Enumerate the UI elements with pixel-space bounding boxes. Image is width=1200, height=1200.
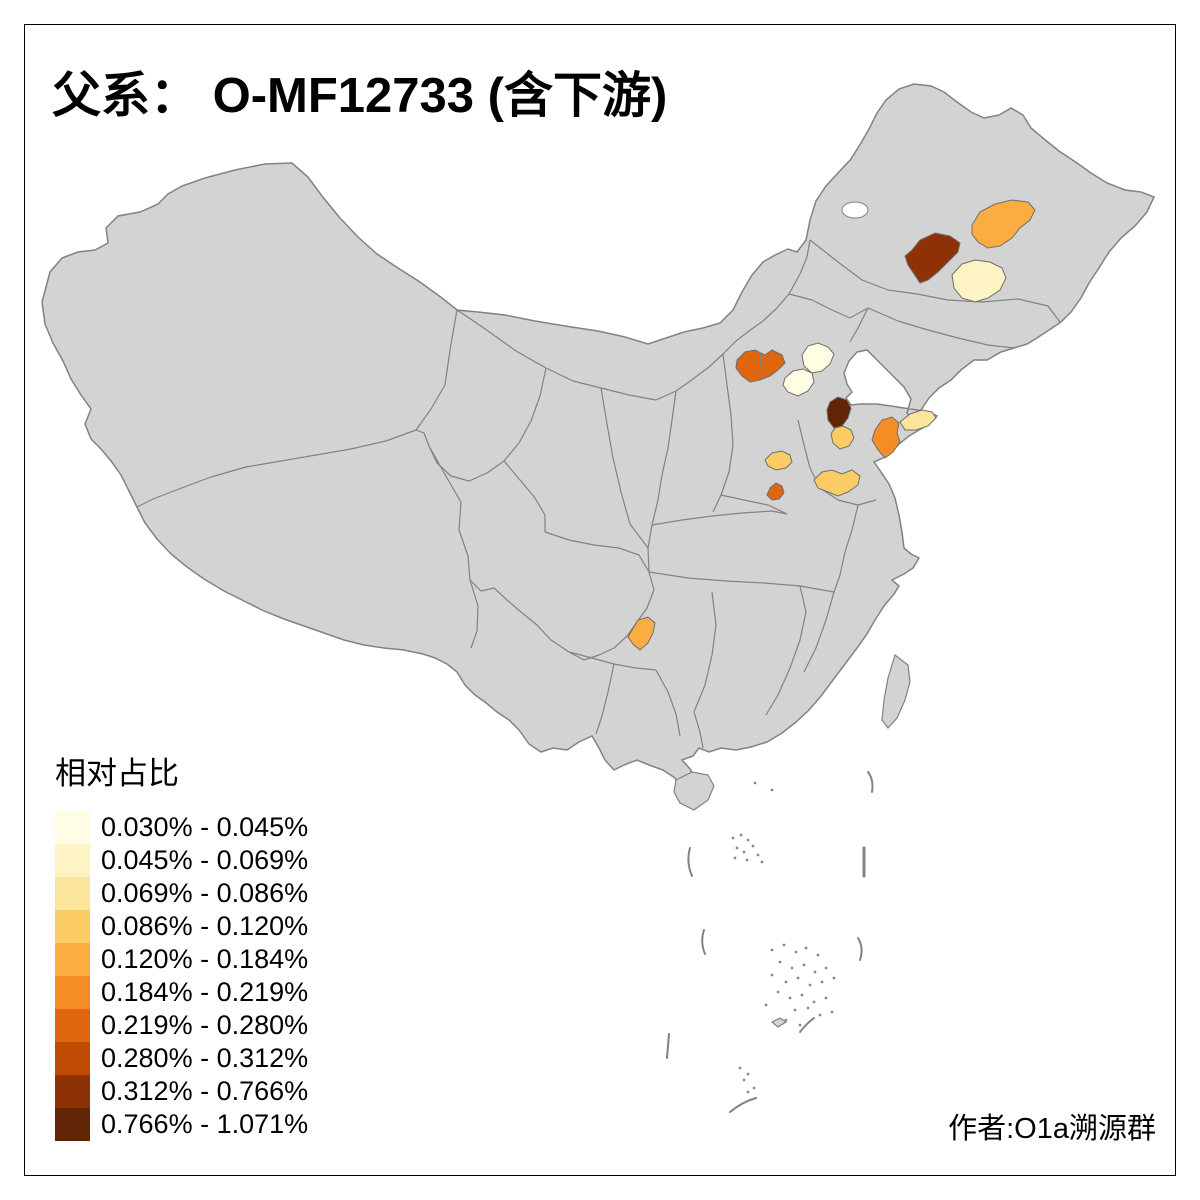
legend-swatch xyxy=(55,1075,90,1108)
south-china-sea-islands xyxy=(731,781,836,1094)
legend-row: 0.280% - 0.312% xyxy=(55,1042,308,1075)
legend-label: 0.184% - 0.219% xyxy=(101,977,309,1007)
hainan-island xyxy=(673,771,715,811)
legend-swatch xyxy=(55,1009,90,1042)
legend-label: 0.120% - 0.184% xyxy=(101,944,309,974)
region-beijing-southwest xyxy=(782,368,815,397)
legend-row: 0.086% - 0.120% xyxy=(55,910,308,943)
region-ne-south-cream xyxy=(951,259,1007,303)
legend-row: 0.184% - 0.219% xyxy=(55,976,308,1009)
region-ne-west-dark xyxy=(904,232,961,284)
region-henan-central xyxy=(766,482,785,501)
region-shandong-west xyxy=(830,425,855,450)
region-south-band xyxy=(813,469,861,497)
region-ne-north-orange xyxy=(971,199,1036,249)
legend-label: 0.086% - 0.120% xyxy=(101,911,309,941)
scs-islet xyxy=(770,1017,788,1028)
legend-row: 0.312% - 0.766% xyxy=(55,1075,308,1108)
legend-label: 0.069% - 0.086% xyxy=(101,878,309,908)
legend-swatch xyxy=(55,943,90,976)
legend-row: 0.219% - 0.280% xyxy=(55,1009,308,1042)
nine-dash-line-segments xyxy=(666,771,874,1113)
region-shandong-east xyxy=(871,416,901,459)
china-mainland-outline xyxy=(41,83,1156,807)
legend-rows: 0.030% - 0.045% 0.045% - 0.069% 0.069% - 0… xyxy=(55,811,308,1141)
highlighted-regions xyxy=(627,199,1036,651)
region-shandong-peninsula xyxy=(899,409,937,431)
legend-label: 0.045% - 0.069% xyxy=(101,845,309,875)
legend-label: 0.030% - 0.045% xyxy=(101,812,309,842)
legend-swatch xyxy=(55,811,90,844)
legend-label: 0.312% - 0.766% xyxy=(101,1076,309,1106)
legend-row: 0.766% - 1.071% xyxy=(55,1108,308,1141)
region-internal-border xyxy=(759,351,763,379)
region-guizhou-central xyxy=(627,616,656,651)
hulun-lake xyxy=(841,201,869,219)
legend-row: 0.045% - 0.069% xyxy=(55,844,308,877)
taiwan-island xyxy=(881,653,911,729)
legend-row: 0.120% - 0.184% xyxy=(55,943,308,976)
region-beijing-area xyxy=(801,342,835,374)
legend-row: 0.069% - 0.086% xyxy=(55,877,308,910)
legend-row: 0.030% - 0.045% xyxy=(55,811,308,844)
region-shandong-northwest xyxy=(826,396,852,429)
legend-swatch xyxy=(55,976,90,1009)
attribution-text: 作者:O1a溯源群 xyxy=(948,1113,1156,1145)
legend-title: 相对占比 xyxy=(55,756,179,791)
legend-label: 0.280% - 0.312% xyxy=(101,1043,309,1073)
legend-swatch xyxy=(55,1108,90,1141)
legend-swatch xyxy=(55,844,90,877)
legend-swatch xyxy=(55,877,90,910)
legend-swatch xyxy=(55,1042,90,1075)
legend-label: 0.219% - 0.280% xyxy=(101,1010,309,1040)
legend-swatch xyxy=(55,910,90,943)
map-legend: 相对占比 0.030% - 0.045% 0.045% - 0.069% 0.069… xyxy=(55,748,308,1141)
page-title: 父系： O-MF12733 (含下游) xyxy=(52,69,668,123)
region-henan-north xyxy=(764,450,793,471)
legend-label: 0.766% - 1.071% xyxy=(101,1109,309,1139)
province-borders xyxy=(136,239,1061,749)
